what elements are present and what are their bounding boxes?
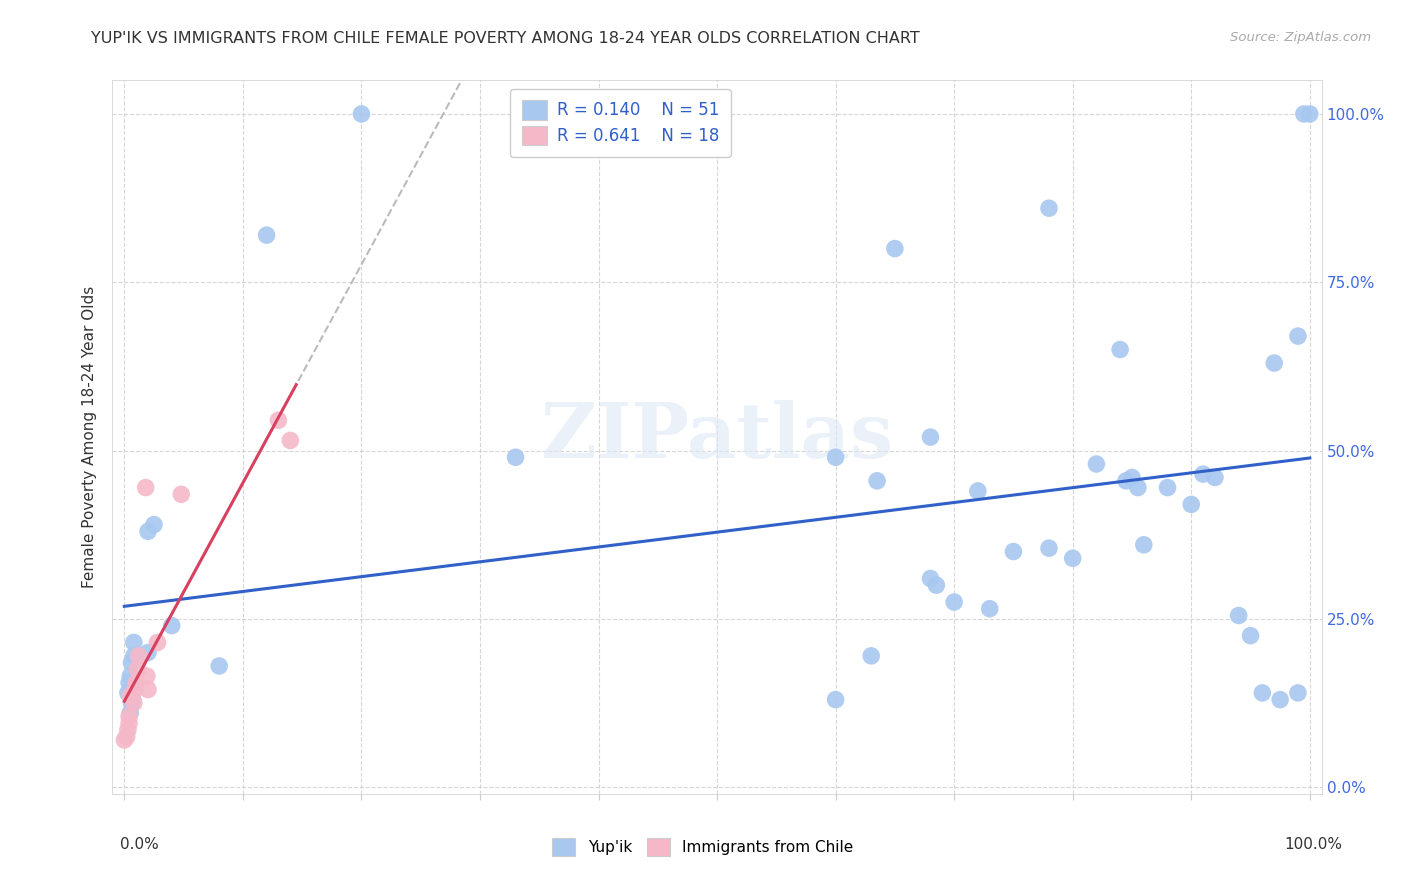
Point	[278, 434, 301, 448]
Point	[127, 662, 149, 676]
Text: YUP'IK VS IMMIGRANTS FROM CHILE FEMALE POVERTY AMONG 18-24 YEAR OLDS CORRELATION: YUP'IK VS IMMIGRANTS FROM CHILE FEMALE P…	[91, 31, 920, 46]
Point	[1286, 686, 1309, 700]
Point	[135, 669, 157, 683]
Text: 100.0%: 100.0%	[1285, 837, 1343, 852]
Point	[966, 483, 988, 498]
Point	[117, 723, 139, 737]
Point	[860, 648, 883, 663]
Point	[121, 692, 143, 706]
Point	[128, 648, 150, 663]
Point	[120, 696, 142, 710]
Point	[1239, 629, 1261, 643]
Point	[1292, 107, 1315, 121]
Text: ZIPatlas: ZIPatlas	[540, 401, 894, 474]
Point	[122, 696, 145, 710]
Point	[1251, 686, 1274, 700]
Point	[824, 692, 846, 706]
Point	[1192, 467, 1215, 482]
Point	[1115, 474, 1137, 488]
Point	[118, 716, 141, 731]
Point	[117, 686, 139, 700]
Point	[1227, 608, 1250, 623]
Point	[1126, 481, 1149, 495]
Point	[1109, 343, 1132, 357]
Point	[979, 601, 1001, 615]
Point	[1263, 356, 1285, 370]
Point	[1133, 538, 1156, 552]
Point	[1286, 329, 1309, 343]
Point	[925, 578, 948, 592]
Point	[1121, 470, 1143, 484]
Point	[1002, 544, 1025, 558]
Point	[943, 595, 966, 609]
Point	[208, 659, 231, 673]
Point	[160, 618, 183, 632]
Point	[1180, 497, 1202, 511]
Point	[146, 635, 169, 649]
Point	[136, 646, 159, 660]
Point	[122, 648, 145, 663]
Point	[267, 413, 290, 427]
Point	[920, 571, 942, 585]
Point	[120, 706, 142, 720]
Text: Source: ZipAtlas.com: Source: ZipAtlas.com	[1230, 31, 1371, 45]
Point	[124, 682, 146, 697]
Point	[350, 107, 373, 121]
Point	[1038, 201, 1060, 215]
Point	[115, 730, 138, 744]
Legend: Yup'ik, Immigrants from Chile: Yup'ik, Immigrants from Chile	[547, 832, 859, 862]
Point	[1268, 692, 1291, 706]
Point	[1156, 481, 1178, 495]
Point	[120, 669, 142, 683]
Point	[1299, 107, 1322, 121]
Point	[256, 228, 278, 243]
Point	[125, 675, 148, 690]
Point	[1085, 457, 1108, 471]
Point	[866, 474, 889, 488]
Point	[118, 709, 141, 723]
Point	[170, 487, 193, 501]
Point	[135, 481, 157, 495]
Point	[505, 450, 527, 465]
Point	[120, 690, 142, 704]
Point	[118, 675, 141, 690]
Legend: R = 0.140    N = 51, R = 0.641    N = 18: R = 0.140 N = 51, R = 0.641 N = 18	[510, 88, 731, 157]
Point	[1204, 470, 1226, 484]
Point	[112, 733, 135, 747]
Point	[122, 635, 145, 649]
Point	[136, 682, 159, 697]
Point	[120, 656, 142, 670]
Point	[824, 450, 846, 465]
Point	[1038, 541, 1060, 556]
Point	[136, 524, 159, 539]
Point	[920, 430, 942, 444]
Point	[883, 242, 905, 256]
Point	[1062, 551, 1084, 566]
Y-axis label: Female Poverty Among 18-24 Year Olds: Female Poverty Among 18-24 Year Olds	[82, 286, 97, 588]
Point	[143, 517, 166, 532]
Text: 0.0%: 0.0%	[120, 837, 159, 852]
